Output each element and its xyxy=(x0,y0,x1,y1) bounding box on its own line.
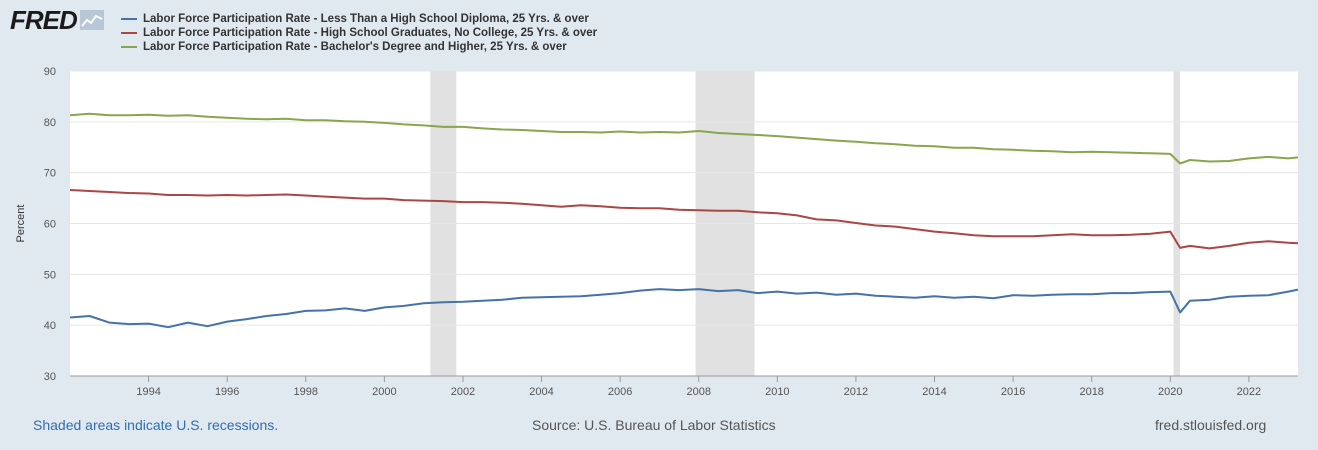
legend-item-bachelors[interactable]: Labor Force Participation Rate - Bachelo… xyxy=(121,40,597,54)
site-link[interactable]: fred.stlouisfed.org xyxy=(1155,417,1267,433)
x-tick-label: 2022 xyxy=(1237,386,1261,398)
x-tick-label: 1994 xyxy=(136,386,160,398)
x-tick-label: 2000 xyxy=(372,386,396,398)
y-tick-label: 40 xyxy=(44,320,56,332)
x-tick-label: 2012 xyxy=(844,386,868,398)
y-tick-label: 60 xyxy=(44,219,56,231)
legend-label: Labor Force Participation Rate - Less Th… xyxy=(143,13,589,25)
chart-logo-icon xyxy=(79,10,104,30)
x-tick-label: 2002 xyxy=(451,386,475,398)
legend-label: Labor Force Participation Rate - Bachelo… xyxy=(143,41,567,53)
series-line-0 xyxy=(69,288,1299,329)
x-tick-label: 2004 xyxy=(529,386,553,398)
y-tick-label: 30 xyxy=(44,371,56,383)
x-tick-label: 1998 xyxy=(294,386,318,398)
fred-logo[interactable]: FRED xyxy=(10,5,104,35)
x-tick-label: 2018 xyxy=(1079,386,1103,398)
y-tick-label: 80 xyxy=(44,117,56,129)
x-tick-label: 2020 xyxy=(1158,386,1182,398)
y-tick-label: 50 xyxy=(44,269,56,281)
y-axis-title: Percent xyxy=(15,205,27,243)
chart-legend: Labor Force Participation Rate - Less Th… xyxy=(121,12,597,54)
source-text: Source: U.S. Bureau of Labor Statistics xyxy=(532,417,776,433)
recession-note-link[interactable]: Shaded areas indicate U.S. recessions. xyxy=(33,417,279,433)
line-chart[interactable]: 30 40 50 60 70 80 90 1994 1996 1998 2000 2002 2004 20… xyxy=(0,0,1318,400)
x-tick-label: 2010 xyxy=(765,386,789,398)
y-tick-label: 70 xyxy=(44,168,56,180)
series-line-1 xyxy=(69,189,1299,250)
x-tick-label: 2014 xyxy=(922,386,946,398)
legend-swatch-green xyxy=(121,46,137,48)
x-tick-label: 2006 xyxy=(608,386,632,398)
y-tick-label: 90 xyxy=(44,66,56,78)
legend-label: Labor Force Participation Rate - High Sc… xyxy=(143,27,598,39)
series-line-2 xyxy=(69,112,1299,165)
x-tick-label: 1996 xyxy=(215,386,239,398)
fred-logo-text: FRED xyxy=(10,4,78,35)
legend-item-less-than-hs[interactable]: Labor Force Participation Rate - Less Th… xyxy=(121,12,597,26)
legend-swatch-blue xyxy=(121,18,137,20)
x-tick-label: 2008 xyxy=(686,386,710,398)
legend-swatch-red xyxy=(121,32,137,34)
legend-item-high-school[interactable]: Labor Force Participation Rate - High Sc… xyxy=(121,26,597,40)
x-tick-label: 2016 xyxy=(1001,386,1025,398)
